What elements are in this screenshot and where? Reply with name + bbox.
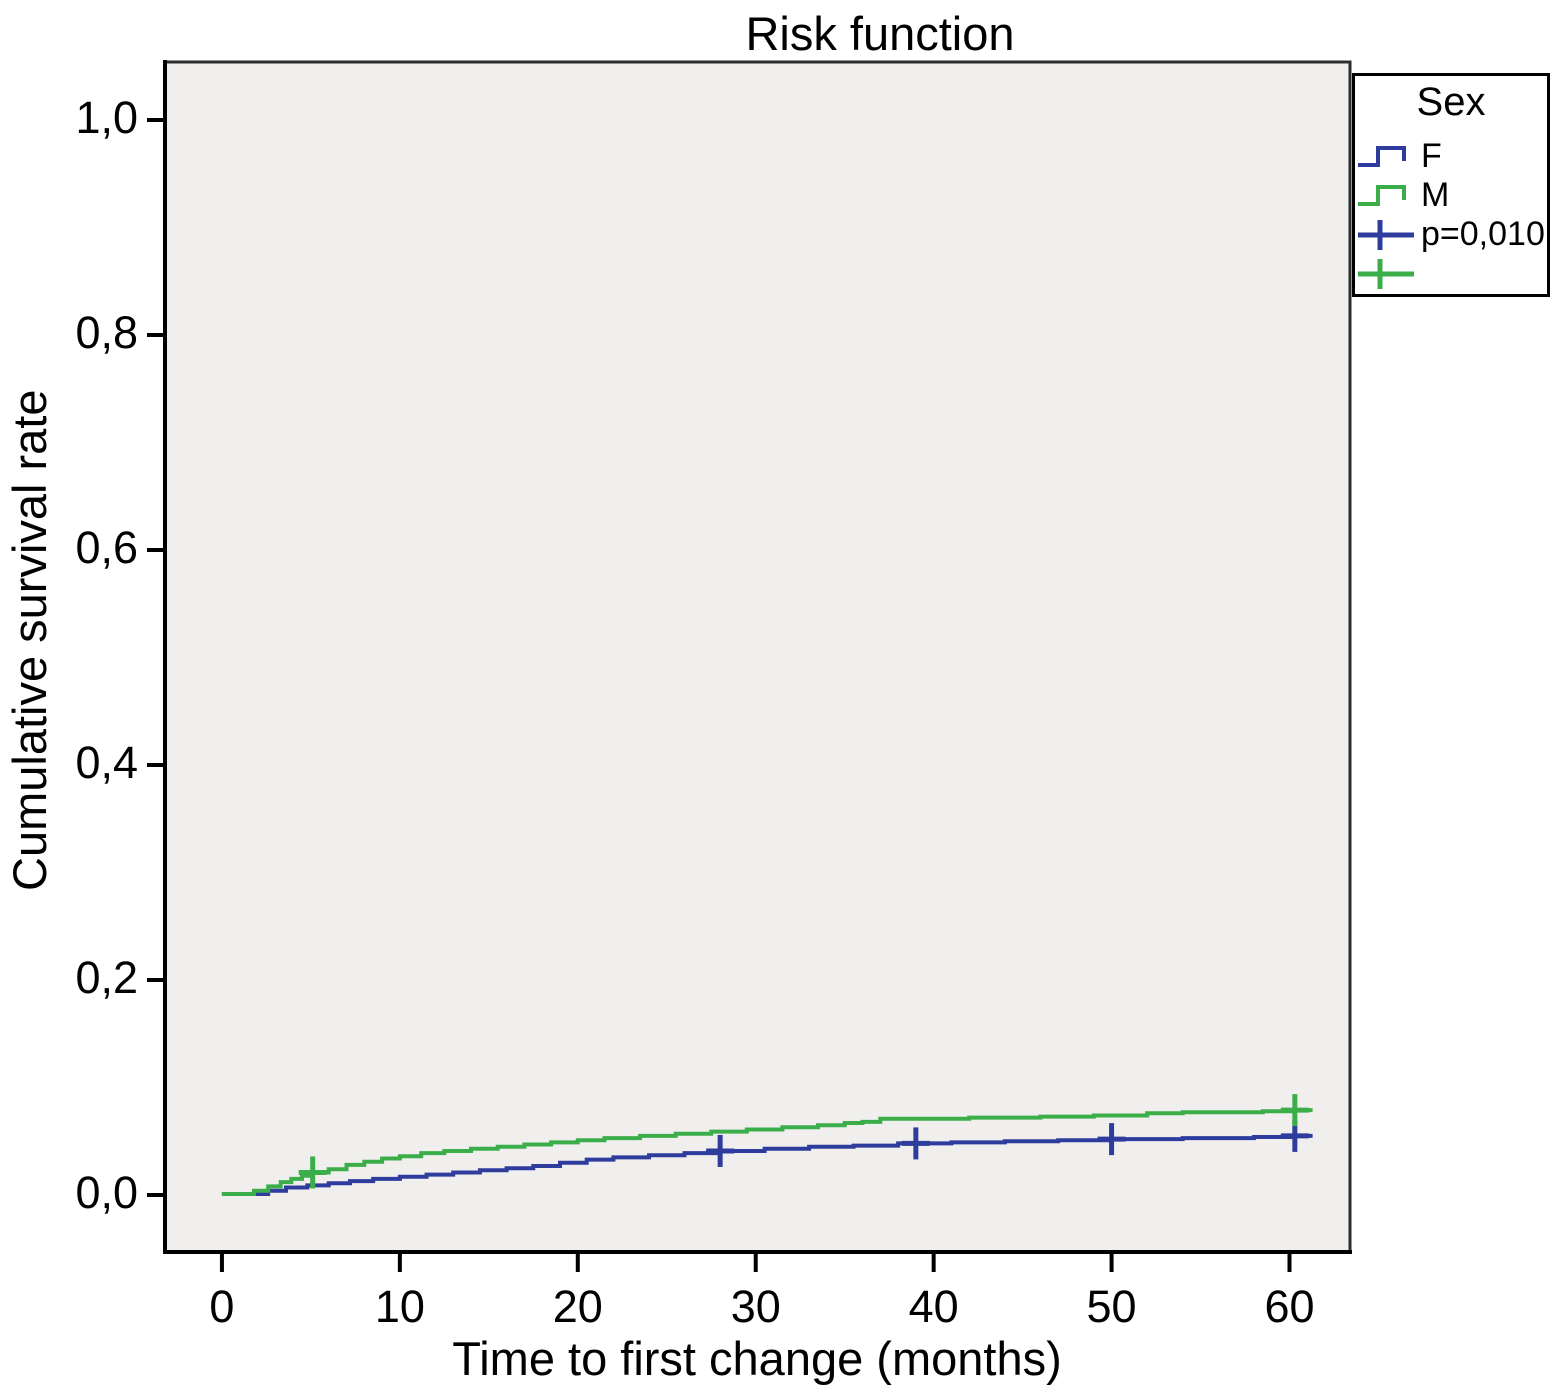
x-tick-label: 50 bbox=[1086, 1281, 1137, 1332]
x-tick-label: 40 bbox=[908, 1281, 959, 1332]
y-tick-label: 0,6 bbox=[75, 521, 138, 573]
legend-title: Sex bbox=[1416, 80, 1486, 124]
y-tick-label: 0,0 bbox=[75, 1166, 138, 1218]
x-tick-label: 20 bbox=[552, 1281, 603, 1332]
x-tick-label: 0 bbox=[209, 1281, 235, 1332]
legend-item-label: p=0,010 bbox=[1421, 215, 1545, 253]
legend-item-m: M bbox=[1355, 176, 1547, 215]
y-tick-label: 0,4 bbox=[75, 736, 138, 788]
chart-title: Risk function bbox=[745, 7, 1015, 60]
x-tick-label: 30 bbox=[730, 1281, 781, 1332]
y-axis-label: Cumulative survival rate bbox=[3, 389, 56, 891]
legend-item-f: F bbox=[1355, 137, 1547, 176]
legend: Sex F M p=0,010 bbox=[1352, 73, 1550, 297]
legend-item-label: M bbox=[1421, 176, 1450, 214]
legend-item-label: F bbox=[1421, 137, 1442, 175]
y-tick-label: 1,0 bbox=[75, 91, 138, 143]
legend-item-censor-green bbox=[1355, 254, 1547, 293]
x-tick-label: 60 bbox=[1264, 1281, 1315, 1332]
legend-rows: F M p=0,010 bbox=[1355, 137, 1547, 293]
legend-item-pvalue: p=0,010 bbox=[1355, 215, 1547, 254]
f-series-step-line-icon bbox=[1358, 145, 1406, 167]
censor-cross-blue-icon bbox=[1358, 219, 1414, 250]
m-series-step-line-icon bbox=[1358, 184, 1406, 206]
x-axis-label: Time to first change (months) bbox=[452, 1332, 1062, 1385]
censor-cross-green-icon bbox=[1358, 258, 1414, 289]
y-tick-label: 0,8 bbox=[75, 306, 138, 358]
y-tick-label: 0,2 bbox=[75, 951, 138, 1003]
x-tick-label: 10 bbox=[374, 1281, 425, 1332]
